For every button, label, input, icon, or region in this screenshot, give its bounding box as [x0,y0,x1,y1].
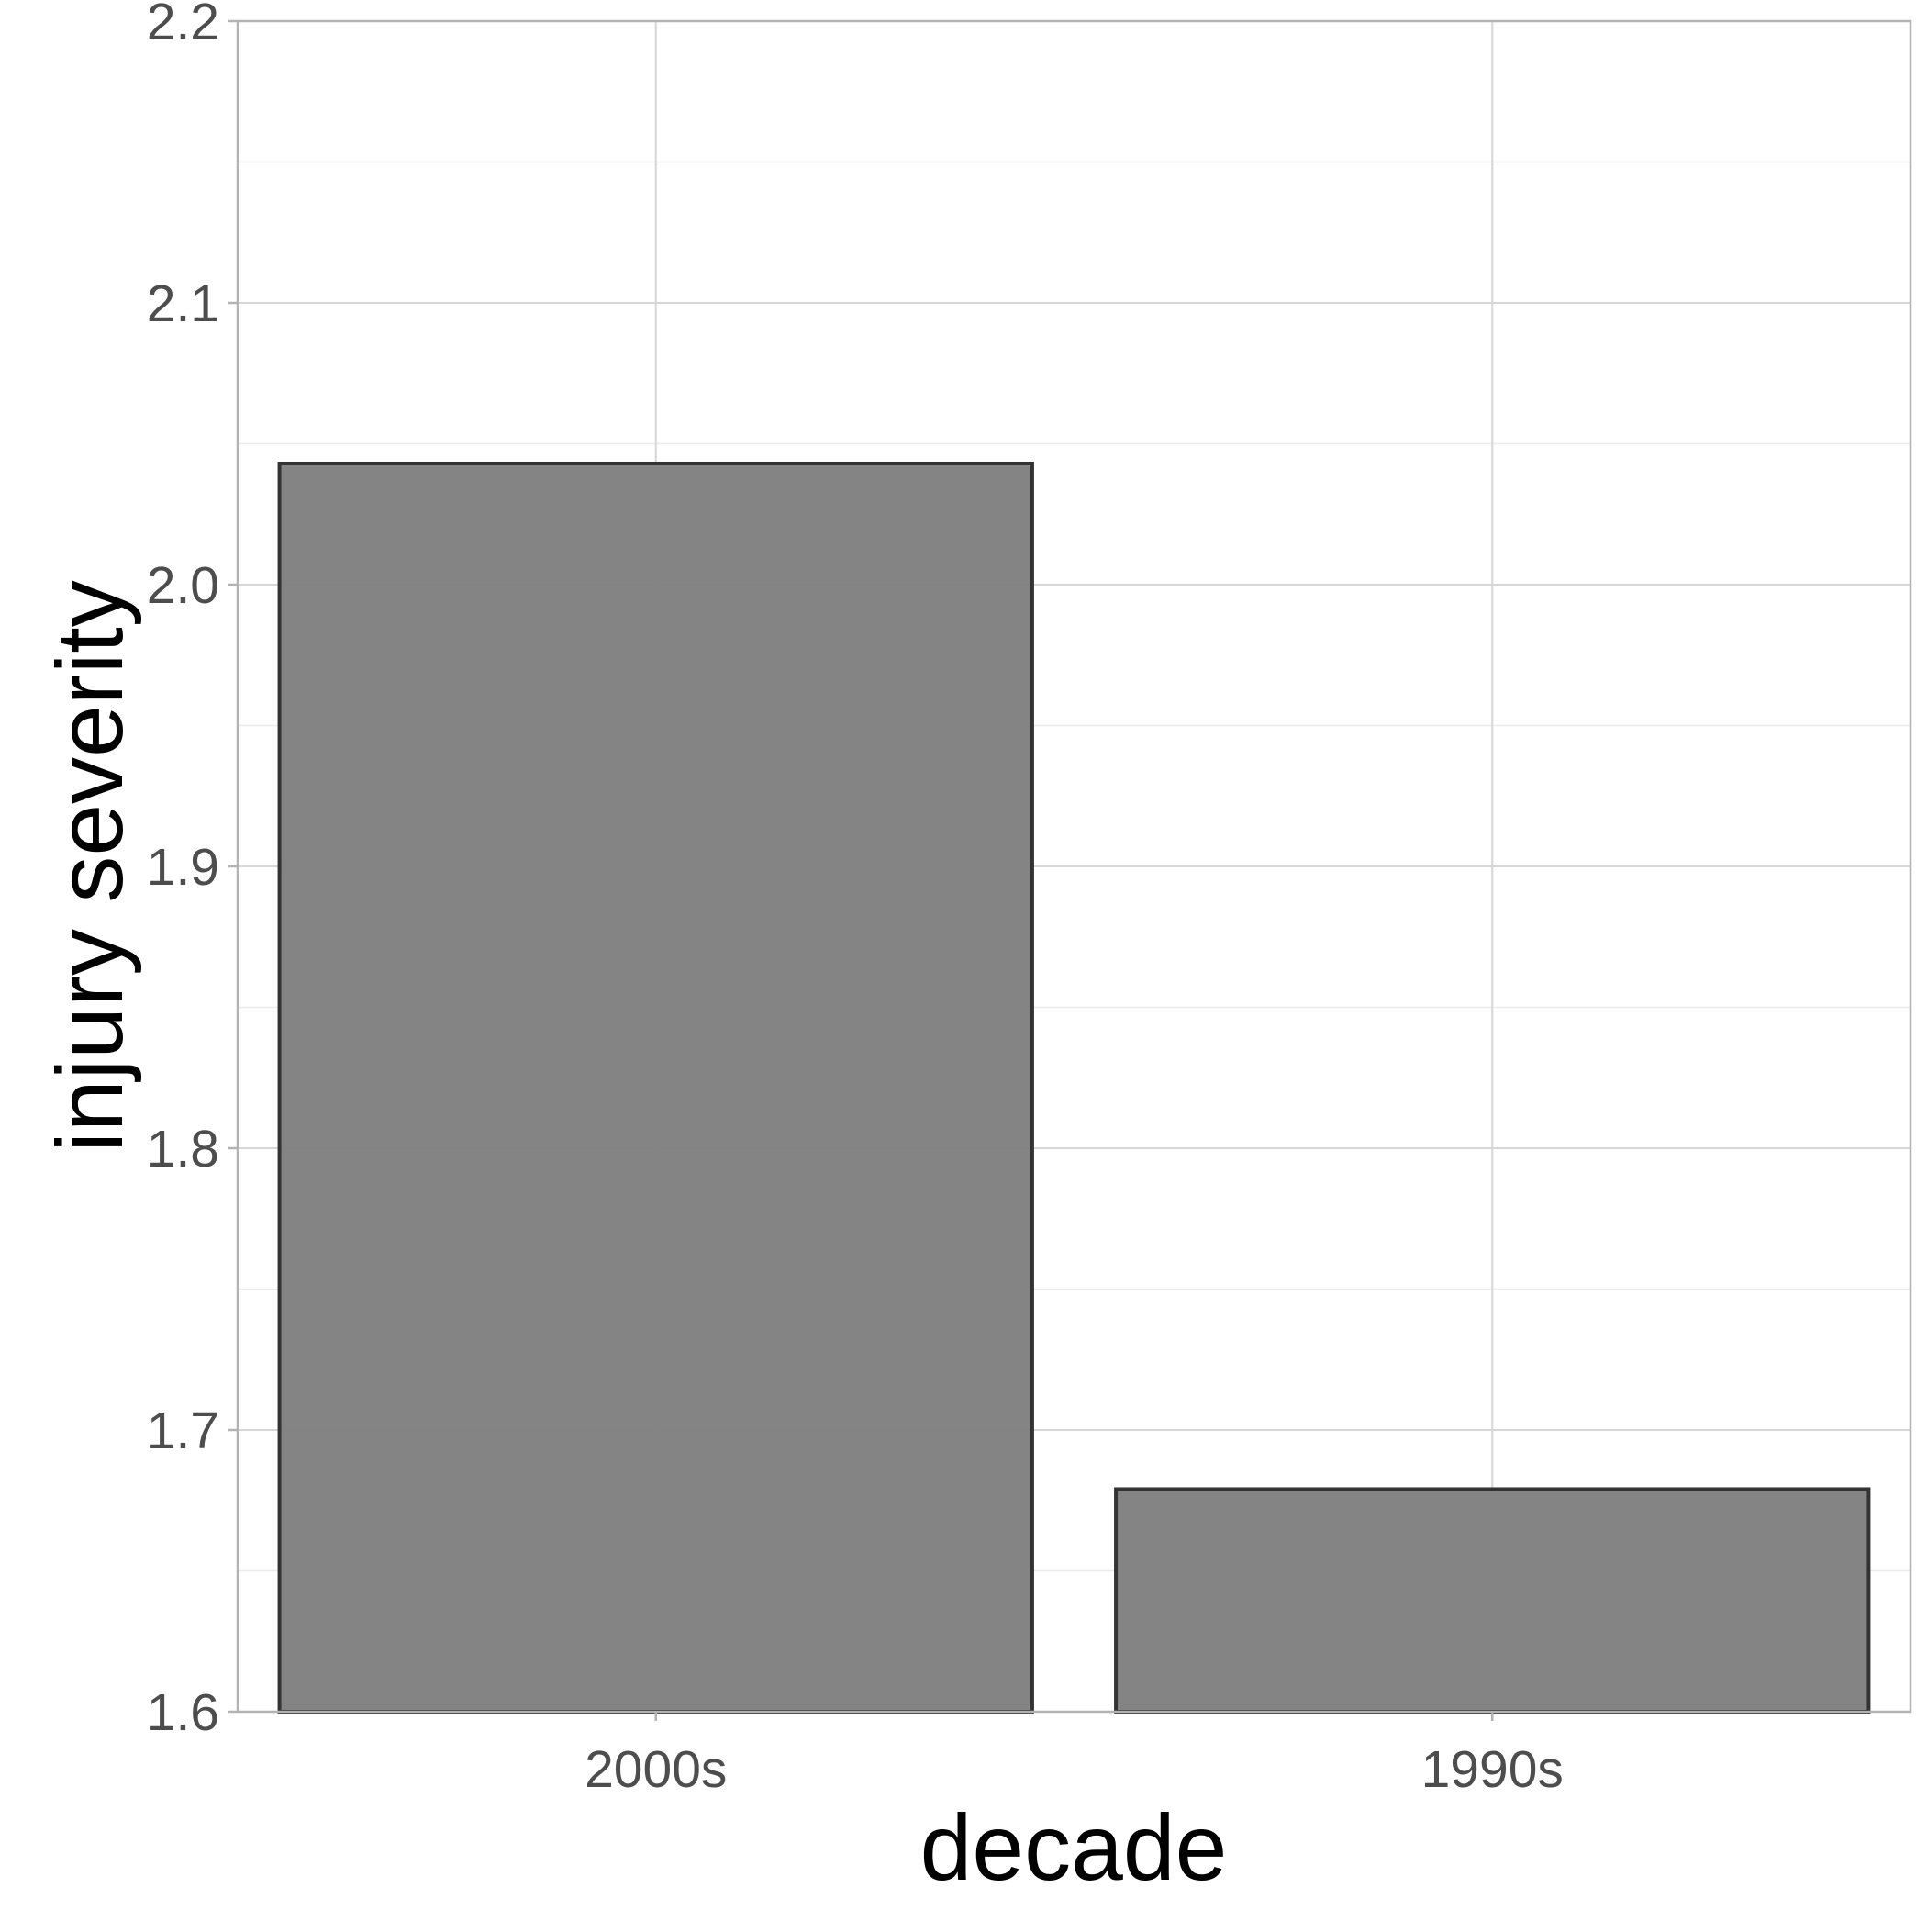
y-tick-label: 2.2 [147,0,219,51]
x-axis-title: decade [920,1795,1228,1900]
y-tick-label: 1.9 [147,838,219,897]
y-tick-label: 2.1 [147,274,219,333]
y-axis-title: injury severity [38,580,142,1153]
x-axis-ticks: 2000s 1990s [585,1712,1564,1799]
bar-2000s [277,461,1034,1714]
bar-1990s [1114,1487,1871,1714]
bars [277,461,1871,1714]
y-tick-label: 1.6 [147,1683,219,1742]
y-tick-label: 2.0 [147,556,219,615]
x-tick-label: 1990s [1421,1740,1564,1799]
y-tick-label: 1.7 [147,1402,219,1460]
y-tick-label: 1.8 [147,1120,219,1178]
y-axis-ticks: 1.6 1.7 1.8 1.9 2.0 2.1 2.2 [147,0,238,1742]
x-tick-label: 2000s [585,1740,727,1799]
